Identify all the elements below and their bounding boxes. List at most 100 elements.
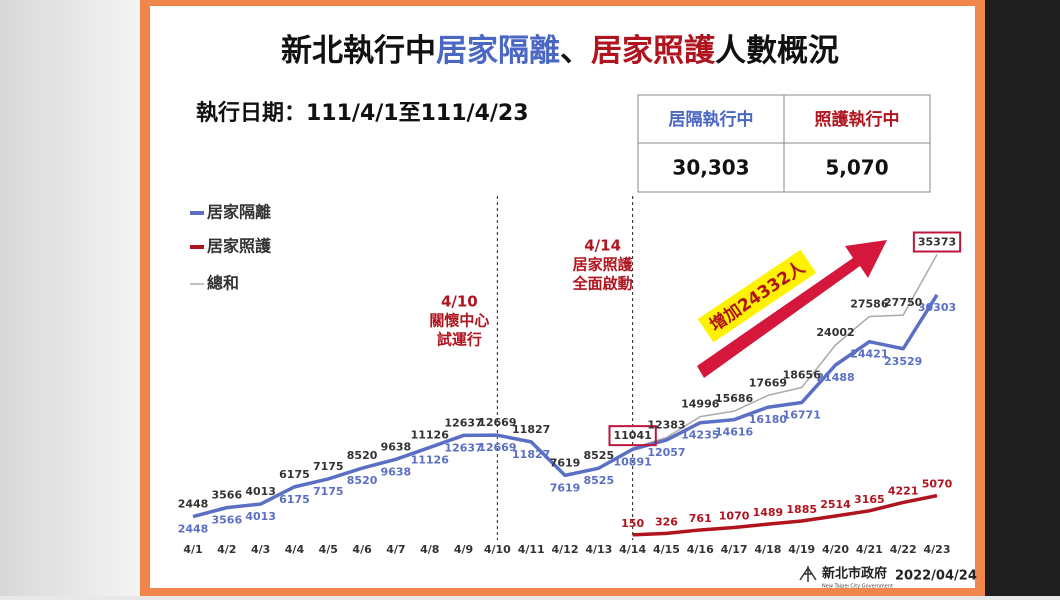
data-label: 12669 (478, 416, 516, 429)
legend-label: 總和 (207, 274, 239, 293)
x-tick-label: 4/13 (585, 543, 612, 556)
data-label: 12057 (647, 446, 685, 459)
annotation: 試運行 (437, 331, 482, 349)
data-label: 6175 (279, 468, 310, 481)
data-label: 2448 (178, 498, 209, 511)
data-label: 4013 (245, 510, 276, 523)
data-label: 16180 (749, 413, 788, 426)
data-label: 7175 (313, 485, 344, 498)
footer-org-en: New Taipei City Government (822, 584, 893, 590)
logo (799, 566, 817, 582)
data-label: 5070 (922, 478, 953, 491)
x-tick-label: 4/19 (788, 543, 815, 556)
data-label: 10891 (613, 455, 651, 468)
annotation: 4/14 (584, 237, 621, 255)
summary-table (637, 94, 931, 193)
data-label: 18656 (783, 369, 822, 382)
data-label: 27750 (884, 296, 923, 309)
x-tick-label: 4/17 (721, 543, 748, 556)
data-label: 1070 (719, 509, 750, 522)
footer-org: 新北市政府 (822, 566, 887, 582)
x-tick-label: 4/10 (484, 543, 511, 556)
x-tick-label: 4/11 (518, 543, 545, 556)
x-tick-label: 4/20 (822, 543, 849, 556)
x-tick-label: 4/3 (251, 543, 270, 556)
data-label: 3566 (212, 514, 243, 527)
data-label: 326 (655, 515, 678, 528)
annotation: 關懷中心 (429, 312, 489, 330)
data-label: 8520 (347, 474, 378, 487)
data-label: 23529 (884, 355, 922, 368)
series-line (632, 493, 938, 537)
title-part: 人數概況 (715, 33, 839, 69)
data-label: 7619 (550, 456, 581, 469)
x-tick-label: 4/4 (285, 543, 305, 556)
data-label: 30303 (918, 301, 956, 314)
data-label: 1885 (786, 503, 817, 516)
x-tick-label: 4/9 (454, 543, 473, 556)
data-label: 1489 (753, 506, 784, 519)
title-part: 居家隔離 (436, 33, 560, 69)
data-label: 11827 (512, 423, 550, 436)
series-line (192, 293, 939, 519)
x-tick-label: 4/7 (386, 543, 405, 556)
subtitle: 執行日期：111/4/1至111/4/23 (196, 100, 529, 126)
left-backdrop (0, 0, 140, 596)
data-label: 3165 (854, 493, 885, 506)
data-label: 8520 (347, 449, 378, 462)
table-header: 照護執行中 (815, 109, 900, 130)
data-label: 12637 (444, 441, 482, 454)
data-label: 11827 (512, 448, 550, 461)
data-label: 150 (621, 517, 644, 530)
x-tick-label: 4/16 (687, 543, 714, 556)
data-label: 12669 (478, 441, 516, 454)
x-tick-label: 4/8 (420, 543, 439, 556)
x-tick-label: 4/22 (890, 543, 917, 556)
logo-mark (799, 566, 817, 582)
title-part: 新北執行中 (281, 33, 436, 69)
data-label: 11126 (411, 453, 450, 466)
x-tick-label: 4/18 (754, 543, 781, 556)
annotation: 居家照護 (573, 256, 634, 274)
data-label: 8525 (584, 474, 615, 487)
data-label: 7175 (313, 460, 344, 473)
right-backdrop (985, 0, 1060, 596)
table-header: 居隔執行中 (669, 109, 754, 130)
x-tick-label: 4/6 (352, 543, 372, 556)
data-label: 9638 (381, 440, 412, 453)
data-label: 12637 (444, 416, 482, 429)
growth-arrow (697, 240, 887, 378)
data-label: 2514 (820, 498, 851, 511)
data-label: 12383 (647, 418, 685, 431)
annotation: 全面啟動 (572, 275, 633, 293)
highlight-box (912, 231, 962, 253)
data-label: 8525 (584, 449, 615, 462)
data-label: 761 (689, 512, 712, 525)
table-value: 30,303 (672, 156, 749, 180)
data-label: 4221 (888, 484, 919, 497)
data-label: 15686 (715, 392, 754, 405)
arrow-label-bg (697, 249, 817, 343)
x-tick-label: 4/5 (319, 543, 338, 556)
title-part: 、 (560, 33, 591, 69)
data-label: 24421 (850, 348, 888, 361)
data-label: 6175 (279, 493, 310, 506)
highlight-box (608, 425, 657, 447)
data-label: 3566 (212, 489, 243, 502)
x-tick-label: 4/12 (552, 543, 579, 556)
data-label: 16771 (783, 409, 821, 422)
legend-label: 居家隔離 (207, 203, 271, 222)
data-label: 14235 (681, 429, 719, 442)
data-label: 14996 (681, 398, 720, 411)
legend-label: 居家照護 (207, 237, 272, 256)
data-label: 17669 (749, 376, 787, 389)
x-tick-label: 4/14 (619, 543, 646, 556)
title: 新北執行中居家隔離、居家照護人數概況 (281, 33, 839, 69)
table-value: 5,070 (825, 156, 888, 180)
x-tick-label: 4/15 (653, 543, 680, 556)
data-label: 21488 (816, 371, 854, 384)
footer-date: 2022/04/24 (895, 569, 977, 584)
x-tick-label: 4/1 (183, 543, 202, 556)
